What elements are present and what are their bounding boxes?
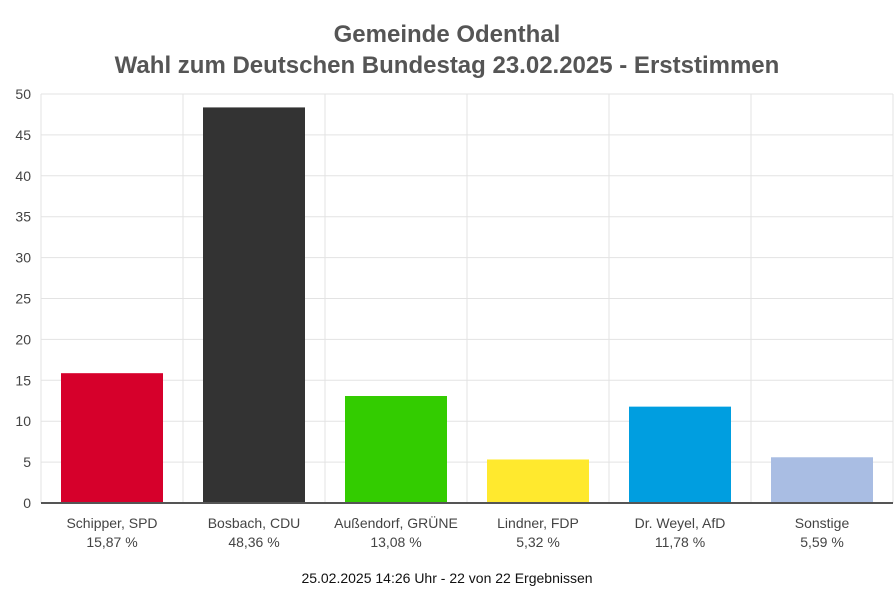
chart-subtitle: Wahl zum Deutschen Bundestag 23.02.2025 … xyxy=(114,52,780,79)
y-tick-label: 20 xyxy=(15,331,31,347)
bar xyxy=(629,406,731,503)
y-tick-label: 15 xyxy=(15,372,31,388)
y-tick-label: 10 xyxy=(15,413,31,429)
bar xyxy=(203,107,305,504)
x-value-label: 15,87 % xyxy=(86,534,137,550)
x-value-label: 11,78 % xyxy=(655,534,705,550)
y-tick-label: 35 xyxy=(15,209,31,225)
x-category-label: Bosbach, CDU xyxy=(208,515,301,531)
x-value-label: 5,59 % xyxy=(800,534,844,550)
bar xyxy=(345,396,447,503)
bar xyxy=(771,457,873,503)
bar xyxy=(487,459,589,503)
x-category-label: Außendorf, GRÜNE xyxy=(334,514,458,531)
y-tick-label: 30 xyxy=(15,250,31,266)
y-tick-label: 45 xyxy=(15,127,31,143)
x-category-label: Schipper, SPD xyxy=(66,515,157,531)
x-value-label: 48,36 % xyxy=(228,534,279,550)
y-tick-label: 25 xyxy=(15,291,31,307)
y-tick-label: 40 xyxy=(15,168,31,184)
y-tick-label: 0 xyxy=(23,495,31,511)
y-tick-label: 5 xyxy=(23,454,31,470)
x-category-label: Sonstige xyxy=(795,515,850,531)
result-status-text: 25.02.2025 14:26 Uhr - 22 von 22 Ergebni… xyxy=(301,570,593,586)
x-value-label: 13,08 % xyxy=(370,534,421,550)
chart-title: Gemeinde Odenthal xyxy=(333,21,561,48)
x-category-label: Lindner, FDP xyxy=(497,515,579,531)
x-value-label: 5,32 % xyxy=(516,534,560,550)
bar xyxy=(61,373,163,503)
x-category-label: Dr. Weyel, AfD xyxy=(635,515,726,531)
y-tick-label: 50 xyxy=(15,86,31,102)
